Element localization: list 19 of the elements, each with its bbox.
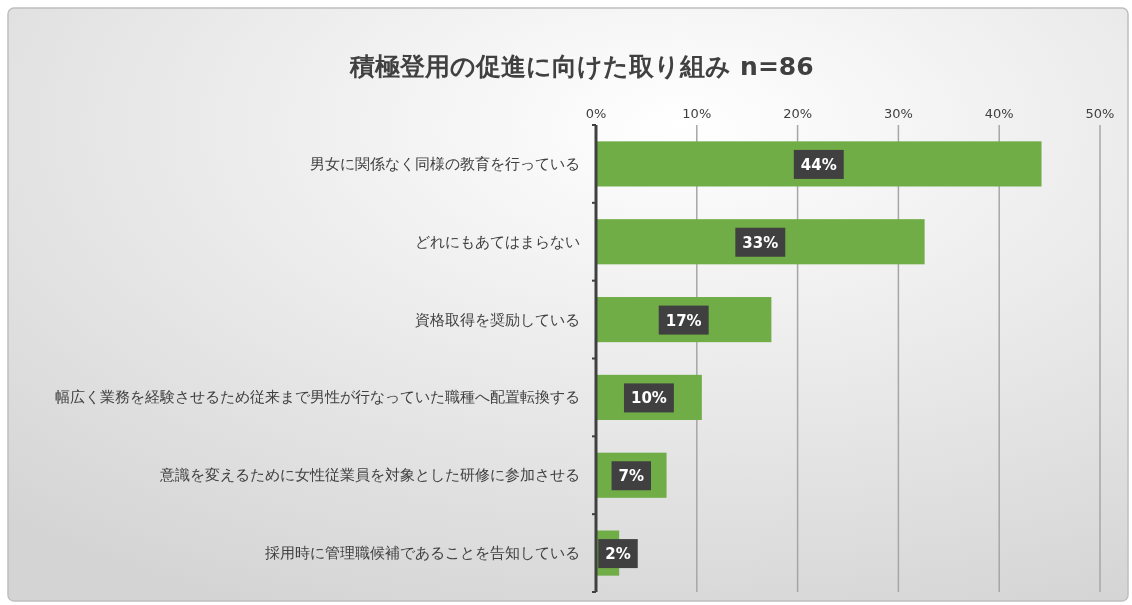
x-tick-label: 50% <box>1085 106 1115 121</box>
y-tick-label: 採用時に管理職候補であることを告知している <box>265 544 580 563</box>
data-label: 10% <box>630 389 667 408</box>
x-tick-label: 40% <box>984 106 1014 121</box>
x-tick-label: 30% <box>883 106 913 121</box>
y-tick-label: 資格取得を奨励している <box>415 310 580 329</box>
x-tick-label: 10% <box>682 106 712 121</box>
x-tick-label: 0% <box>585 106 607 121</box>
data-label: 7% <box>618 467 645 486</box>
data-label: 17% <box>665 311 702 330</box>
y-tick-label: どれにもあてはまらない <box>415 232 580 251</box>
y-tick-label: 男女に関係なく同様の教育を行っている <box>310 154 580 173</box>
x-tick-label: 20% <box>783 106 813 121</box>
y-tick-label: 幅広く業務を経験させるため従来まで男性が行なっていた職種へ配置転換する <box>55 388 580 407</box>
data-label: 33% <box>742 233 779 252</box>
data-label: 44% <box>800 155 837 174</box>
data-label: 2% <box>605 545 631 564</box>
chart-title: 積極登用の促進に向けた取り組み n=86 <box>349 52 814 81</box>
y-tick-label: 意識を変えるために女性従業員を対象とした研修に参加させる <box>159 466 580 485</box>
